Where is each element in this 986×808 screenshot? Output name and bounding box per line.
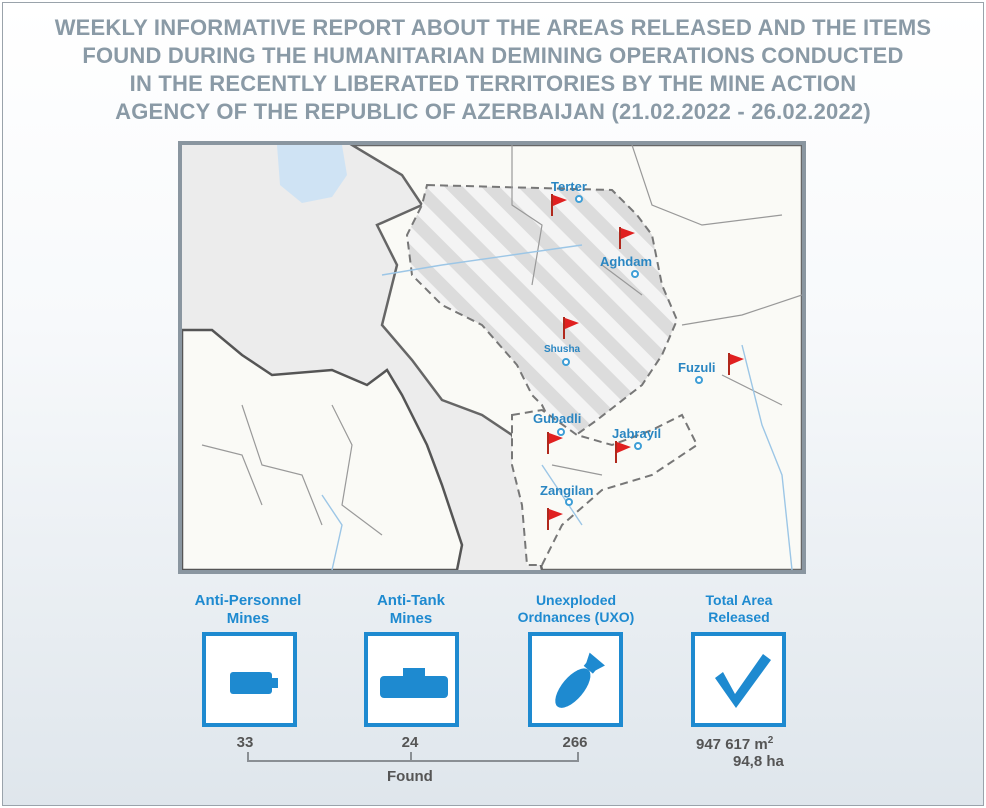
city-zangilan: Zangilan <box>540 483 594 498</box>
area-m2-unit: m <box>754 736 768 753</box>
red-flag-icon <box>619 227 635 249</box>
total-area-label-line1: Total Area <box>705 592 773 608</box>
city-aghdam: Aghdam <box>600 254 652 269</box>
uxo-label-line1: Unexploded <box>535 592 617 608</box>
bomb-icon <box>555 652 605 708</box>
anti-personnel-count: 33 <box>236 734 254 751</box>
anti-tank-box <box>364 632 459 727</box>
location-pin-icon <box>634 442 642 450</box>
location-pin-icon <box>631 270 639 278</box>
anti-tank-label-line1: Anti-Tank <box>376 592 446 609</box>
found-label: Found <box>387 768 433 785</box>
anti-personnel-label-line1: Anti-Personnel <box>194 592 302 609</box>
red-flag-icon <box>547 508 563 530</box>
city-jabrayil: Jabrayil <box>612 426 662 441</box>
region-map: Terter Aghdam Shusha Fuzuli Gubadli Jabr… <box>178 141 806 574</box>
title-line-2: FOUND DURING THE HUMANITARIAN DEMINING O… <box>82 43 904 68</box>
total-area-label-line2: Released <box>708 609 770 625</box>
rivers <box>321 244 793 570</box>
anti-tank-count: 24 <box>401 734 419 751</box>
city-gubadli: Gubadli <box>533 411 582 426</box>
location-pin-icon <box>575 195 583 203</box>
anti-tank-label-line2: Mines <box>389 610 433 627</box>
anti-tank-label: Anti-Tank Mines <box>331 592 491 628</box>
anti-personnel-mine-icon <box>230 672 278 694</box>
red-flag-icon <box>615 441 631 463</box>
red-flag-icon <box>547 432 563 454</box>
area-ha: 94,8 ha <box>733 753 784 770</box>
area-m2-sup: 2 <box>767 735 774 746</box>
red-flag-icon <box>728 353 744 375</box>
area-ha-unit: ha <box>766 753 784 770</box>
anti-personnel-label: Anti-Personnel Mines <box>168 592 328 628</box>
found-bracket <box>247 752 579 762</box>
city-shusha: Shusha <box>544 344 581 355</box>
uxo-label-line2: Ordnances (UXO) <box>517 609 635 625</box>
found-bracket-mid <box>410 752 412 760</box>
total-area-box <box>691 632 786 727</box>
red-flag-icon <box>563 317 579 339</box>
uxo-count: 266 <box>562 734 588 751</box>
district-boundaries <box>201 145 802 536</box>
title-line-1: WEEKLY INFORMATIVE REPORT ABOUT THE AREA… <box>54 15 932 40</box>
location-pin-icon <box>695 376 703 384</box>
anti-personnel-box <box>202 632 297 727</box>
location-pin-icon <box>557 428 565 436</box>
location-pin-icon <box>565 498 573 506</box>
area-m2: 947 617 m2 <box>696 735 773 753</box>
uxo-label: Unexploded Ordnances (UXO) <box>496 592 656 626</box>
anti-tank-mine-icon <box>380 668 448 698</box>
area-ha-value: 94,8 <box>733 753 763 770</box>
title-line-3: IN THE RECENTLY LIBERATED TERRITORIES BY… <box>129 71 857 96</box>
location-pin-icon <box>562 358 570 366</box>
title-line-4: AGENCY OF THE REPUBLIC OF AZERBAIJAN (21… <box>115 99 871 124</box>
map-graphic <box>182 145 802 570</box>
report-title: WEEKLY INFORMATIVE REPORT ABOUT THE AREA… <box>0 14 986 126</box>
total-area-label: Total Area Released <box>659 592 819 626</box>
uxo-box <box>528 632 623 727</box>
lake <box>277 145 347 203</box>
city-fuzuli: Fuzuli <box>678 360 716 375</box>
anti-personnel-label-line2: Mines <box>226 610 270 627</box>
checkmark-icon <box>715 654 771 708</box>
area-m2-value: 947 617 <box>696 736 751 753</box>
red-flag-icon <box>551 194 567 216</box>
city-terter: Terter <box>551 179 587 194</box>
